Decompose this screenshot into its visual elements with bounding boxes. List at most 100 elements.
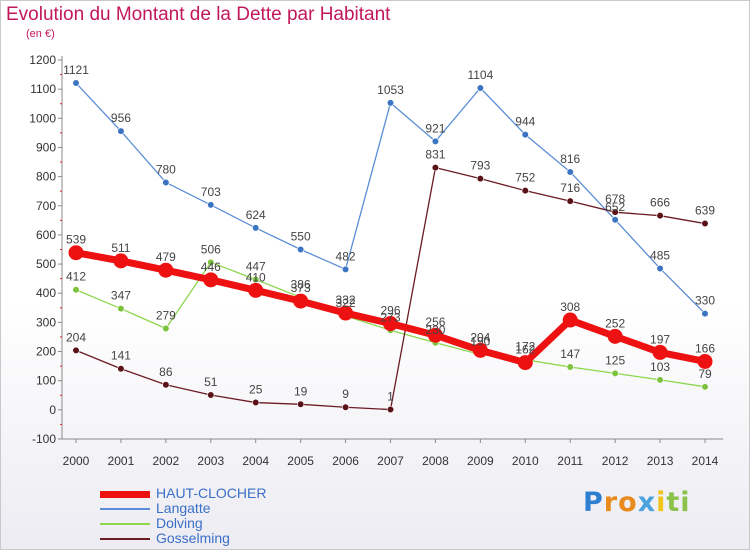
y-tick-label: 700	[36, 199, 56, 213]
logo-letter: x	[637, 487, 657, 518]
data-point-haut-clocher	[607, 328, 623, 344]
data-label-gosselming: 752	[515, 171, 535, 185]
data-label-haut-clocher: 410	[246, 270, 266, 284]
data-label-dolving: 347	[111, 289, 131, 303]
data-label-gosselming: 51	[204, 375, 218, 389]
x-tick-label: 2005	[287, 454, 314, 468]
data-label-gosselming: 666	[650, 196, 670, 210]
x-tick-label: 2013	[647, 454, 674, 468]
data-point-langatte	[476, 84, 484, 92]
data-point-gosselming	[117, 365, 125, 373]
data-point-langatte	[521, 131, 529, 139]
data-label-langatte: 652	[605, 200, 625, 214]
data-point-langatte	[162, 178, 170, 187]
data-point-haut-clocher	[472, 342, 488, 358]
data-label-gosselming: 86	[159, 365, 173, 379]
data-point-haut-clocher	[203, 272, 219, 288]
x-tick-label: 2008	[422, 454, 449, 468]
data-label-dolving: 322	[336, 296, 356, 310]
legend-label-gosselming: Gosselming	[156, 530, 230, 546]
y-tick-label: 100	[36, 374, 56, 388]
chart-title: Evolution du Montant de la Dette par Hab…	[6, 4, 391, 25]
data-label-langatte: 550	[291, 230, 311, 244]
logo-letter: t	[666, 487, 681, 518]
x-tick-label: 2012	[602, 454, 629, 468]
chart-subtitle: (en €)	[26, 28, 55, 40]
data-label-dolving: 103	[650, 360, 670, 374]
legend-item-gosselming[interactable]: Gosselming	[100, 530, 360, 546]
x-tick-label: 2003	[197, 454, 224, 468]
logo-letter: P	[583, 487, 604, 518]
data-label-dolving: 506	[201, 242, 221, 256]
data-label-haut-clocher: 446	[201, 260, 221, 274]
data-point-dolving	[701, 383, 709, 391]
x-tick-label: 2014	[692, 454, 719, 468]
y-tick-label: 200	[36, 345, 56, 359]
data-label-haut-clocher: 252	[605, 316, 625, 330]
data-point-gosselming	[656, 212, 664, 220]
data-label-haut-clocher: 479	[156, 250, 176, 264]
data-label-langatte: 482	[336, 249, 356, 263]
data-point-langatte	[701, 310, 709, 318]
data-label-gosselming: 639	[695, 204, 715, 218]
data-label-haut-clocher: 296	[380, 304, 400, 318]
data-point-langatte	[252, 224, 260, 232]
data-label-haut-clocher: 256	[425, 315, 445, 329]
y-tick-label: 400	[36, 286, 56, 300]
data-point-haut-clocher	[427, 327, 443, 343]
data-label-haut-clocher: 511	[111, 241, 130, 255]
x-tick-label: 2011	[557, 454, 583, 468]
data-point-gosselming	[431, 163, 440, 172]
data-point-dolving	[207, 258, 215, 266]
data-point-gosselming	[207, 391, 215, 399]
data-label-langatte: 816	[560, 152, 580, 166]
data-point-gosselming	[701, 219, 709, 228]
legend-item-haut-clocher[interactable]: HAUT-CLOCHER	[100, 485, 360, 501]
data-point-dolving	[656, 376, 664, 384]
x-tick-label: 2010	[512, 454, 539, 468]
data-label-gosselming: 678	[605, 192, 625, 206]
data-point-haut-clocher	[113, 253, 129, 269]
data-point-haut-clocher	[158, 262, 174, 278]
legend-swatch-gosselming	[100, 538, 150, 540]
x-tick-label: 2004	[242, 454, 269, 468]
legend-label-haut-clocher: HAUT-CLOCHER	[156, 485, 267, 501]
data-label-gosselming: 793	[470, 159, 490, 173]
data-label-haut-clocher: 162	[515, 343, 535, 357]
data-point-dolving	[162, 324, 170, 333]
logo-letter: i	[680, 487, 691, 518]
data-label-dolving: 279	[156, 309, 176, 323]
y-tick-label: -100	[32, 432, 56, 446]
data-label-gosselming: 1	[387, 390, 394, 404]
data-point-haut-clocher	[652, 344, 668, 360]
data-label-haut-clocher: 308	[560, 300, 580, 314]
data-label-dolving: 190	[470, 334, 490, 348]
legend: HAUT-CLOCHER Langatte Dolving Gosselming	[100, 485, 360, 546]
data-label-dolving: 79	[698, 367, 712, 381]
data-point-gosselming	[386, 405, 395, 414]
legend-item-langatte[interactable]: Langatte	[100, 500, 360, 516]
x-tick-label: 2007	[377, 454, 404, 468]
data-point-langatte	[72, 79, 80, 87]
x-tick-label: 2009	[467, 454, 494, 468]
data-label-langatte: 1121	[63, 63, 89, 77]
y-tick-label: 1200	[29, 53, 56, 67]
data-point-gosselming	[162, 381, 170, 389]
logo-letter: i	[656, 487, 667, 518]
data-point-dolving	[566, 363, 574, 371]
proxiti-logo[interactable]: Proxiti	[583, 487, 691, 518]
data-label-dolving: 125	[605, 353, 625, 367]
data-label-gosselming: 9	[342, 387, 349, 401]
legend-swatch-langatte	[100, 508, 150, 510]
data-label-langatte: 780	[156, 162, 176, 176]
data-point-langatte	[566, 168, 574, 176]
legend-item-dolving[interactable]: Dolving	[100, 515, 360, 531]
y-tick-label: 300	[36, 315, 56, 329]
y-tick-label: 0	[49, 403, 56, 417]
data-point-gosselming	[72, 346, 80, 354]
data-label-dolving: 386	[291, 277, 311, 291]
data-point-dolving	[72, 286, 80, 294]
data-label-dolving: 412	[66, 270, 86, 284]
